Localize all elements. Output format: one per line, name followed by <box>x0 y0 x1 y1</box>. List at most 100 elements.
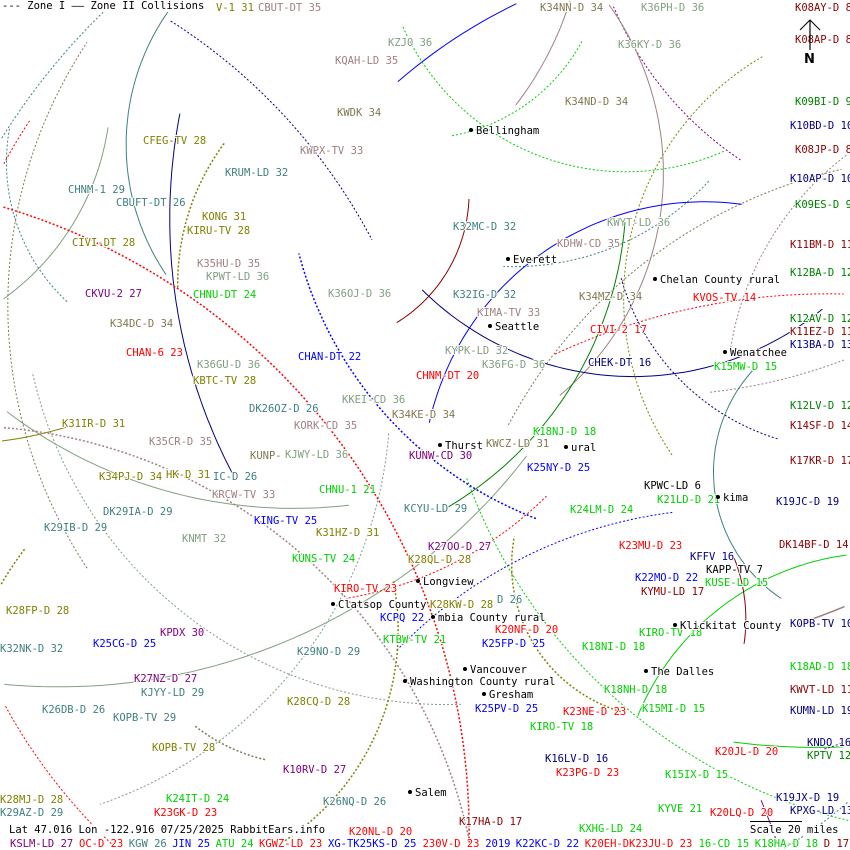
station-label[interactable]: CIVI-DT 28 <box>71 236 136 250</box>
station-label[interactable]: KPWC-LD 6 <box>643 479 702 493</box>
station-label[interactable]: K34ND-D 34 <box>564 95 629 109</box>
station-label[interactable]: K27NZ-D 27 <box>133 672 198 686</box>
station-label[interactable]: KZJO 36 <box>387 36 433 50</box>
station-label[interactable]: KNDO 16 <box>806 736 850 750</box>
station-label[interactable]: K20LQ-D 20 <box>709 806 774 820</box>
station-label[interactable]: CBUT-DT 35 <box>257 1 322 15</box>
station-label[interactable]: K36GU-D 36 <box>196 358 261 372</box>
station-label[interactable]: K22MO-D 22 <box>634 571 699 585</box>
station-label[interactable]: KJWY-LD 36 <box>284 448 349 462</box>
station-label[interactable]: KOPB-TV 10 <box>789 617 850 631</box>
station-label[interactable]: KYPK-LD 32 <box>444 344 509 358</box>
station-label[interactable]: K17KR-D 17 <box>789 454 850 468</box>
station-label[interactable]: KPWT-LD 36 <box>205 270 270 284</box>
station-label[interactable]: KJYY-LD 29 <box>140 686 205 700</box>
station-label[interactable]: K28KW-D 28 <box>429 598 494 612</box>
station-label[interactable]: CIVI-2 17 <box>589 323 648 337</box>
station-label[interactable]: K25PV-D 25 <box>474 702 539 716</box>
station-label[interactable]: K29IB-D 29 <box>43 521 108 535</box>
station-label[interactable]: KIRO-TV 23 <box>333 582 398 596</box>
station-label[interactable]: KING-TV 25 <box>253 514 318 528</box>
station-label[interactable]: K08JP-D 8 <box>794 143 850 157</box>
station-label[interactable]: KGWZ-LD 23 <box>258 837 323 850</box>
station-label[interactable]: K25CG-D 25 <box>92 637 157 651</box>
station-label[interactable]: K16LV-D 16 <box>544 752 609 766</box>
station-label[interactable]: K18HA-D 18 <box>754 837 819 850</box>
station-label[interactable]: KDHW-CD 35 <box>556 237 621 251</box>
station-label[interactable]: KORK-CD 35 <box>293 419 358 433</box>
station-label[interactable]: K12LV-D 12 <box>789 399 850 413</box>
station-label[interactable]: K12AV-D 12 <box>789 312 850 326</box>
station-label[interactable]: KYVE 21 <box>657 802 703 816</box>
station-label[interactable]: CHNU-1 21 <box>318 483 377 497</box>
station-label[interactable]: KUNS-TV 24 <box>291 552 356 566</box>
station-label[interactable]: 230V-D 23 <box>422 837 481 850</box>
station-label[interactable]: K26DB-D 26 <box>41 703 106 717</box>
station-label[interactable]: OC-D 23 <box>78 837 124 850</box>
station-label[interactable]: K28QL-D 28 <box>407 553 472 567</box>
station-label[interactable]: K10AP-D 10 <box>789 172 850 186</box>
station-label[interactable]: KPTV 12 <box>806 749 850 763</box>
station-label[interactable]: K28FP-D 28 <box>5 604 70 618</box>
station-label[interactable]: K23GK-D 23 <box>153 806 218 820</box>
station-label[interactable]: K23PG-D 23 <box>555 766 620 780</box>
station-label[interactable]: KIRO-TV 18 <box>638 626 703 640</box>
station-label[interactable]: KCPQ 22 <box>379 611 425 625</box>
station-label[interactable]: K36FG-D 36 <box>481 358 546 372</box>
station-label[interactable]: DK14BF-D 14 <box>778 538 850 552</box>
station-label[interactable]: CKVU-2 27 <box>84 287 143 301</box>
station-label[interactable]: KOPB-TV 28 <box>151 741 216 755</box>
station-label[interactable]: K24IT-D 24 <box>165 792 230 806</box>
station-label[interactable]: 2019 <box>484 837 511 850</box>
station-label[interactable]: K32IG-D 32 <box>452 288 517 302</box>
station-label[interactable]: KVOS-TV 14 <box>692 291 757 305</box>
station-label[interactable]: K35CR-D 35 <box>148 435 213 449</box>
station-label[interactable]: K36KY-D 36 <box>617 38 682 52</box>
station-label[interactable]: CHNM-1 29 <box>67 183 126 197</box>
station-label[interactable]: D 26 <box>496 593 523 607</box>
station-label[interactable]: K15MW-D 15 <box>713 360 778 374</box>
station-label[interactable]: K19JX-D 19 <box>775 791 840 805</box>
station-label[interactable]: K23MU-D 23 <box>618 539 683 553</box>
station-label[interactable]: KIRO-TV 18 <box>529 720 594 734</box>
station-label[interactable]: ATU 24 <box>215 837 255 850</box>
station-label[interactable]: K32MC-D 32 <box>452 220 517 234</box>
station-label[interactable]: K29AZ-D 29 <box>0 806 64 820</box>
station-label[interactable]: K14SF-D 14 <box>789 419 850 433</box>
station-label[interactable]: K08AY-D 8 <box>794 1 850 15</box>
station-label[interactable]: KRCW-TV 33 <box>211 488 276 502</box>
station-label[interactable]: K18NH-D 18 <box>603 683 668 697</box>
station-label[interactable]: DK29IA-D 29 <box>102 505 174 519</box>
station-label[interactable]: 16-CD 15 <box>698 837 751 850</box>
station-label[interactable]: K26NQ-D 26 <box>322 795 387 809</box>
station-label[interactable]: KOPB-TV 29 <box>112 711 177 725</box>
station-label[interactable]: KPXG-LD 13 <box>789 804 850 818</box>
station-label[interactable]: KYMU-LD 17 <box>640 585 705 599</box>
station-label[interactable]: KWCZ-LD 31 <box>485 437 550 451</box>
station-label[interactable]: K19JC-D 19 <box>775 495 840 509</box>
station-label[interactable]: KUMN-LD 19 <box>789 704 850 718</box>
station-label[interactable]: IC-D 26 <box>212 470 258 484</box>
station-label[interactable]: K20EH-DK23JU-D 23 <box>584 837 693 850</box>
station-label[interactable]: K28MJ-D 28 <box>0 793 64 807</box>
station-label[interactable]: K35HU-D 35 <box>196 257 261 271</box>
station-label[interactable]: CFEG-TV 28 <box>142 134 207 148</box>
station-label[interactable]: KRUM-LD 32 <box>224 166 289 180</box>
station-label[interactable]: K25FP-D 25 <box>481 637 546 651</box>
station-label[interactable]: V-1 31 <box>215 1 255 15</box>
station-label[interactable]: KGW 26 <box>128 837 168 850</box>
station-label[interactable]: KNMT 32 <box>181 532 227 546</box>
station-label[interactable]: DK26OZ-D 26 <box>248 402 320 416</box>
station-label[interactable]: KFFV 16 <box>689 550 735 564</box>
station-label[interactable]: K36OJ-D 36 <box>327 287 392 301</box>
station-label[interactable]: K11EZ-D 11 <box>789 325 850 339</box>
station-label[interactable]: K28CQ-D 28 <box>286 695 351 709</box>
station-label[interactable]: K10RV-D 27 <box>282 763 347 777</box>
station-label[interactable]: K24LM-D 24 <box>569 503 634 517</box>
station-label[interactable]: CHNU-DT 24 <box>192 288 257 302</box>
station-label[interactable]: K34MZ-D 34 <box>578 290 643 304</box>
station-label[interactable]: KCYU-LD 29 <box>403 502 468 516</box>
station-label[interactable]: KPDX 30 <box>159 626 205 640</box>
station-label[interactable]: CBUFT-DT 26 <box>115 196 187 210</box>
station-label[interactable]: KXHG-LD 24 <box>578 822 643 836</box>
